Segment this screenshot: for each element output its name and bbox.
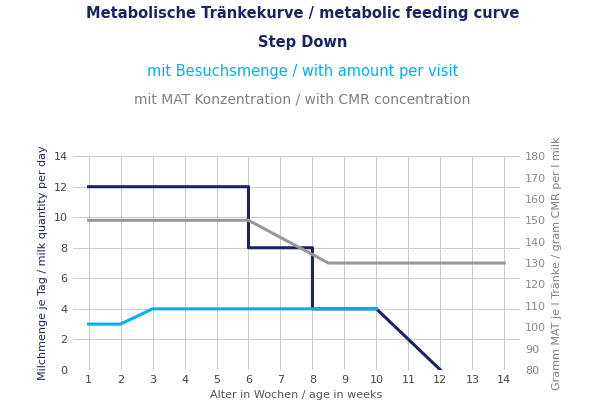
X-axis label: Alter in Wochen / age in weeks: Alter in Wochen / age in weeks [211,390,382,400]
Text: Step Down: Step Down [258,35,347,50]
Text: Metabolische Tränkekurve / metabolic feeding curve: Metabolische Tränkekurve / metabolic fee… [86,6,519,21]
Y-axis label: Milchmenge je Tag / milk quantity per day: Milchmenge je Tag / milk quantity per da… [38,146,48,380]
Text: mit Besuchsmenge / with amount per visit: mit Besuchsmenge / with amount per visit [147,64,458,79]
Y-axis label: Gramm MAT je l Tränke / gram CMR per l milk: Gramm MAT je l Tränke / gram CMR per l m… [552,136,562,390]
Text: mit MAT Konzentration / with CMR concentration: mit MAT Konzentration / with CMR concent… [134,92,471,106]
